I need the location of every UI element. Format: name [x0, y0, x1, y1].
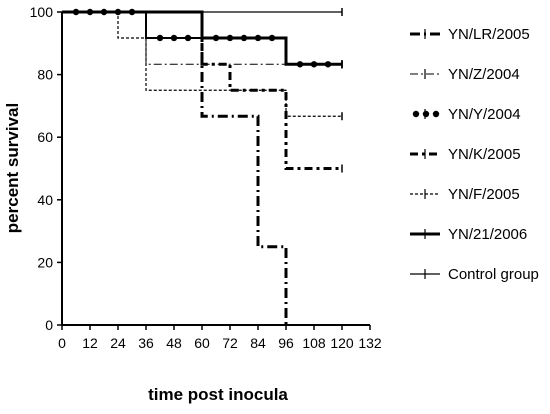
- y-tick-label: 40: [37, 192, 53, 208]
- legend-item-yn-f-2005: YN/F/2005: [410, 186, 520, 203]
- series-dot-yn-y-2004: [156, 34, 164, 42]
- y-axis-title: percent survival: [3, 103, 22, 233]
- x-tick-label: 0: [58, 335, 66, 351]
- y-tick-label: 0: [45, 317, 53, 333]
- legend-label: YN/21/2006: [448, 226, 527, 243]
- legend-label: YN/Z/2004: [448, 66, 520, 83]
- legend-item-yn-z-2004: YN/Z/2004: [410, 66, 520, 83]
- legend-label: Control group: [448, 266, 539, 283]
- plot-area: [62, 8, 343, 325]
- x-tick-label: 132: [358, 335, 382, 351]
- series-dot-yn-y-2004: [184, 34, 192, 42]
- legend-item-yn-y-2004: YN/Y/2004: [412, 106, 521, 123]
- legend-marker: [432, 110, 440, 118]
- legend-item-yn-21-2006: YN/21/2006: [410, 226, 527, 243]
- x-tick-label: 96: [278, 335, 294, 351]
- axes: 0 12 24 36 48 60 72 84 96 108 120 132 0 20 40 60 80 100: [30, 4, 382, 351]
- legend-label: YN/Y/2004: [448, 106, 521, 123]
- legend-item-control-group: Control group: [410, 266, 539, 283]
- x-tick-label: 36: [138, 335, 154, 351]
- x-tick-label: 84: [250, 335, 266, 351]
- legend-label: YN/F/2005: [448, 186, 520, 203]
- legend: YN/LR/2005 YN/Z/2004 YN/Y/2004 YN/K/2005 YN/…: [410, 26, 539, 283]
- x-tick-label: 120: [330, 335, 354, 351]
- x-tick-label: 24: [110, 335, 126, 351]
- series-dot-yn-y-2004: [170, 34, 178, 42]
- x-axis-title: time post inocula: [148, 385, 288, 404]
- legend-marker: [422, 110, 430, 118]
- x-tick-label: 72: [222, 335, 238, 351]
- legend-label: YN/K/2005: [448, 146, 521, 163]
- legend-marker: [412, 110, 420, 118]
- x-ticks: 0 12 24 36 48 60 72 84 96 108 120 132: [58, 325, 382, 351]
- y-tick-label: 100: [30, 4, 54, 20]
- x-tick-label: 60: [194, 335, 210, 351]
- legend-item-yn-k-2005: YN/K/2005: [410, 146, 521, 163]
- y-tick-label: 60: [37, 129, 53, 145]
- x-tick-label: 48: [166, 335, 182, 351]
- series-line-yn-lr-2005: [62, 10, 288, 325]
- legend-label: YN/LR/2005: [448, 26, 530, 43]
- y-tick-label: 20: [37, 254, 53, 270]
- x-tick-label: 108: [302, 335, 326, 351]
- x-tick-label: 12: [82, 335, 98, 351]
- series-line-yn-f-2005: [62, 11, 342, 117]
- legend-item-yn-lr-2005: YN/LR/2005: [410, 26, 530, 43]
- y-tick-label: 80: [37, 67, 53, 83]
- y-ticks: 0 20 40 60 80 100: [30, 4, 62, 333]
- series-line-yn-k-2005: [62, 10, 342, 170]
